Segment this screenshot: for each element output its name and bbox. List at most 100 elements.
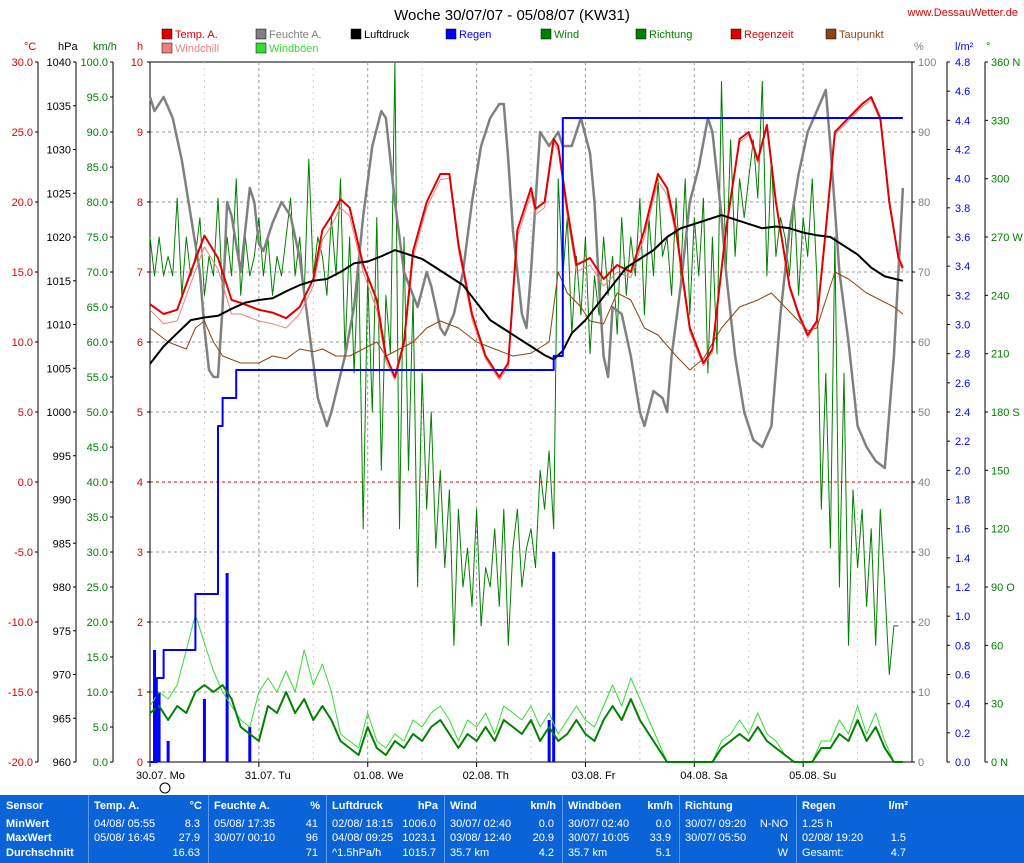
axis-tick-label-humidity: 70 (918, 267, 930, 279)
axis-tick-label-pressure: 1025 (47, 188, 71, 200)
axis-tick-label-wind: 40.0 (87, 477, 108, 489)
axis-tick-label-direction: 90 O (991, 582, 1015, 594)
series-line-luftdruck (149, 214, 904, 365)
axis-tick-label-hours: 10 (131, 57, 143, 69)
axis-tick-label-hours: 6 (137, 337, 143, 349)
axis-tick-label-humidity: 40 (918, 477, 930, 489)
legend-label: Taupunkt (839, 29, 884, 41)
legend-swatch (635, 28, 647, 40)
legend-swatch (255, 28, 267, 40)
axis-tick-label-rain: 1.6 (955, 524, 970, 536)
stats-header: Temp. A. (94, 800, 140, 812)
stats-column (444, 795, 561, 863)
axis-tick-label-hours: 5 (137, 407, 143, 419)
axis-tick-label-pressure: 1040 (47, 57, 71, 69)
stats-row-label: MaxWert (6, 832, 52, 844)
legend-label: Luftdruck (364, 29, 410, 41)
axis-tick-label-wind: 100.0 (80, 57, 108, 69)
stats-cell-value: 5.1 (655, 847, 671, 859)
axis-tick-label-humidity: 50 (918, 407, 930, 419)
stats-cell-text: 30/07/ 05:50 (685, 832, 747, 844)
weather-chart: °C30.025.020.015.010.05.00.0-5.0-10.0-15… (8, 7, 1023, 794)
axis-tick-label-rain: 1.4 (955, 553, 970, 565)
axis-tick-label-rain: 2.8 (955, 349, 970, 361)
axis-tick-label-wind: 5.0 (93, 722, 108, 734)
stats-cell-text: 04/08/ 05:55 (94, 818, 156, 830)
axis-tick-label-rain: 1.2 (955, 582, 970, 594)
axis-tick-label-rain: 2.6 (955, 378, 970, 390)
stats-header-unit: hPa (417, 800, 438, 812)
x-tick-label: 02.08. Th (463, 770, 509, 782)
stats-column (562, 795, 678, 863)
axis-tick-label-rain: 3.2 (955, 290, 970, 302)
legend-label: Temp. A. (175, 29, 218, 41)
rain-bar (547, 720, 551, 762)
chart-title: Woche 30/07/07 - 05/08/07 (KW31) (394, 7, 630, 24)
axis-tick-label-wind: 20.0 (87, 617, 108, 629)
legend-swatch (350, 28, 362, 40)
axis-unit-pressure: hPa (58, 41, 78, 53)
stats-header-unit: l/m² (888, 800, 908, 812)
axis-tick-label-wind: 10.0 (87, 687, 108, 699)
chart-axes: °C30.025.020.015.010.05.00.0-5.0-10.0-15… (8, 41, 1023, 794)
stats-cell-text: 30/07/ 02:40 (450, 818, 512, 830)
axis-tick-label-wind: 0.0 (93, 757, 108, 769)
legend-label: Regen (459, 29, 491, 41)
axis-tick-label-rain: 0.2 (955, 728, 970, 740)
axis-tick-label-humidity: 80 (918, 197, 930, 209)
axis-tick-label-direction: 330 (991, 115, 1009, 127)
stats-header: Luftdruck (332, 800, 383, 812)
stats-header: Windböen (568, 800, 622, 812)
stats-cell-text: 04/08/ 09:25 (332, 832, 394, 844)
axis-tick-label-humidity: 10 (918, 687, 930, 699)
legend-swatch (825, 28, 837, 40)
axis-tick-label-direction: 210 (991, 349, 1009, 361)
stats-cell-value: 71 (305, 847, 318, 859)
stats-column (679, 795, 795, 863)
series-line-wind (149, 684, 903, 763)
legend-swatch (730, 28, 742, 40)
stats-cell-value: 33.9 (649, 832, 671, 844)
axis-tick-label-wind: 85.0 (87, 162, 108, 174)
series-line-feuchte-a- (148, 88, 905, 470)
stats-cell-value: W (777, 847, 788, 859)
record-marker-icon (159, 782, 171, 794)
axis-tick-label-hours: 8 (137, 197, 143, 209)
x-tick-label: 05.08. Su (789, 770, 836, 782)
axis-tick-label-rain: 0.8 (955, 640, 970, 652)
legend-label: Regenzeit (744, 29, 794, 41)
stats-column (796, 795, 913, 863)
axis-tick-label-direction: 120 (991, 524, 1009, 536)
axis-tick-label-pressure: 995 (53, 451, 71, 463)
axis-tick-label-temp: 5.0 (18, 407, 33, 419)
stats-cell-text: 02/08/ 19:20 (802, 832, 864, 844)
axis-tick-label-temp: -15.0 (8, 687, 33, 699)
source-link[interactable]: www.DessauWetter.de (907, 7, 1018, 19)
axis-tick-label-humidity: 30 (918, 547, 930, 559)
axis-tick-label-wind: 80.0 (87, 197, 108, 209)
axis-tick-label-rain: 4.0 (955, 174, 970, 186)
axis-tick-label-direction: 150 (991, 465, 1009, 477)
stats-header-unit: °C (189, 800, 202, 812)
rain-bar (202, 699, 206, 762)
axis-tick-label-temp: 0.0 (18, 477, 33, 489)
axis-tick-label-direction: 360 N (991, 57, 1020, 69)
stats-row-label: Durchschnitt (6, 847, 74, 859)
axis-tick-label-wind: 65.0 (87, 302, 108, 314)
axis-tick-label-humidity: 60 (918, 337, 930, 349)
series-line-richtung (149, 61, 899, 675)
axis-tick-label-direction: 270 W (991, 232, 1023, 244)
stats-cell-value: 8.3 (184, 818, 200, 830)
legend-label: Richtung (649, 29, 692, 41)
stats-cell-value: 16.63 (172, 847, 200, 859)
axis-tick-label-pressure: 1015 (47, 276, 71, 288)
axis-tick-label-rain: 0.6 (955, 670, 970, 682)
legend-label: Wind (554, 29, 579, 41)
axis-tick-label-pressure: 980 (53, 582, 71, 594)
rain-bar (225, 573, 229, 762)
axis-tick-label-rain: 4.4 (955, 115, 970, 127)
rain-bar (157, 692, 161, 762)
axis-tick-label-hours: 1 (137, 687, 143, 699)
axis-tick-label-direction: 0 N (991, 757, 1008, 769)
stats-column (88, 795, 207, 863)
